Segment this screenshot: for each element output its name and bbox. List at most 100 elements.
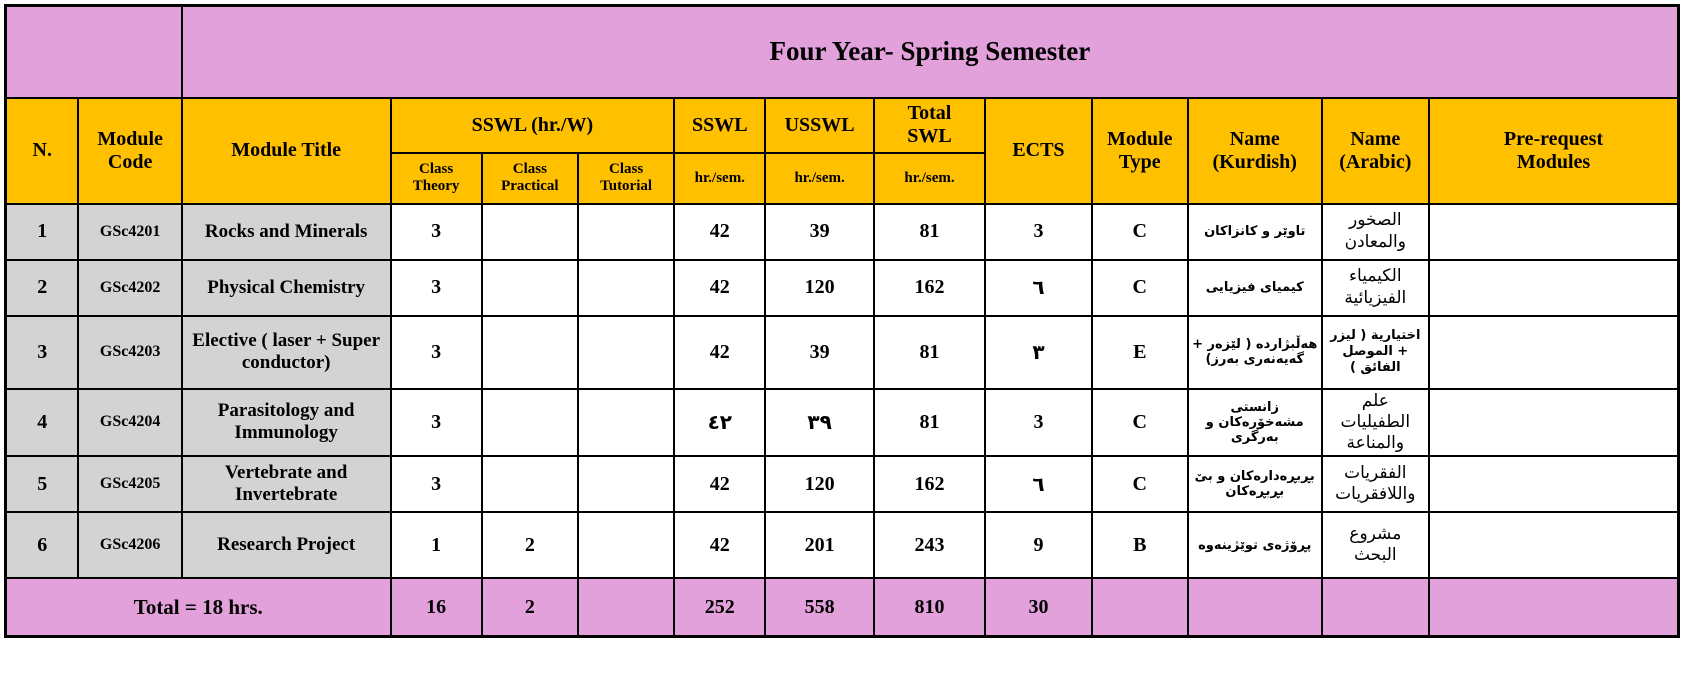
module-row-1: 1 GSc4201 Rocks and Minerals 3 42 39 81 … [4,202,1680,261]
banner-row: Four Year- Spring Semester [4,4,1680,99]
cell-module-title: Parasitology and Immunology [180,387,392,458]
col-header-module-code: Module Code [77,96,183,205]
cell-usswl: 120 [764,258,875,317]
cell-ects: 9 [984,511,1093,580]
cell-module-type: E [1090,314,1189,390]
semester-schedule-table: Four Year- Spring Semester N. Module Cod… [4,4,1680,638]
col-header-name-kurdish: Name (Kurdish) [1186,96,1323,205]
cell-class-tutorial [576,258,676,317]
cell-n: 4 [4,387,80,458]
cell-class-theory: 1 [389,511,483,580]
cell-module-title: Research Project [180,511,392,580]
cell-sswl: 42 [673,258,767,317]
total-swl-label: Total SWL [907,102,952,147]
cell-n: 3 [4,314,80,390]
cell-class-practical [480,455,579,514]
cell-sswl: 42 [673,511,767,580]
module-row-3: 3 GSc4203 Elective ( laser + Super condu… [4,314,1680,390]
cell-total-swl: 162 [872,455,987,514]
cell-sswl: 42 [673,202,767,261]
cell-usswl: ٣٩ [764,387,875,458]
cell-n: 6 [4,511,80,580]
col-header-usswl: USSWL [764,96,875,154]
total-total-swl: 810 [872,577,987,638]
cell-class-practical [480,202,579,261]
total-sswl: 252 [673,577,767,638]
col-header-total-swl-hr-sem: hr./sem. [872,151,987,205]
cell-class-tutorial [576,387,676,458]
cell-class-practical: 2 [480,511,579,580]
total-module-type [1090,577,1189,638]
cell-sswl: 42 [673,455,767,514]
cell-ects: 3 [984,387,1093,458]
cell-pre-request [1428,314,1680,390]
cell-pre-request [1428,511,1680,580]
cell-name-arabic: مشروع البحث [1320,511,1431,580]
col-header-usswl-hr-sem: hr./sem. [764,151,875,205]
cell-n: 2 [4,258,80,317]
cell-name-arabic: الفقريات واللافقريات [1320,455,1431,514]
col-header-module-type: Module Type [1090,96,1189,205]
cell-ects: ٦ [984,455,1093,514]
cell-class-tutorial [576,202,676,261]
cell-module-code: GSc4206 [77,511,183,580]
cell-n: 1 [4,202,80,261]
header-row-main: N. Module Code Module Title SSWL (hr./W)… [4,96,1680,205]
cell-name-kurdish: کیمیای فیزیایی [1186,258,1323,317]
cell-n: 5 [4,455,80,514]
col-header-pre-request: Pre-request Modules [1428,96,1680,205]
cell-class-tutorial [576,511,676,580]
cell-module-type: C [1090,258,1189,317]
cell-module-code: GSc4201 [77,202,183,261]
cell-pre-request [1428,387,1680,458]
cell-class-theory: 3 [389,314,483,390]
module-row-5: 5 GSc4205 Vertebrate and Invertebrate 3 … [4,455,1680,514]
total-usswl: 558 [764,577,875,638]
col-header-n: N. [4,96,80,205]
cell-usswl: 39 [764,314,875,390]
cell-name-kurdish: بڕبڕەدارەکان و بێ بڕبڕەکان [1186,455,1323,514]
total-ects: 30 [984,577,1093,638]
col-header-class-tutorial: Class Tutorial [576,151,676,205]
cell-module-type: C [1090,455,1189,514]
cell-module-title: Rocks and Minerals [180,202,392,261]
total-class-practical: 2 [480,577,579,638]
cell-total-swl: 81 [872,202,987,261]
cell-class-theory: 3 [389,387,483,458]
header-row-sub: Class Theory Class Practical Class Tutor… [6,151,1679,205]
cell-sswl: 42 [673,314,767,390]
cell-usswl: 39 [764,202,875,261]
total-name-kurdish [1186,577,1323,638]
cell-module-type: B [1090,511,1189,580]
cell-ects: 3 [984,202,1093,261]
cell-total-swl: 243 [872,511,987,580]
page: Four Year- Spring Semester N. Module Cod… [4,4,1680,638]
cell-module-type: C [1090,387,1189,458]
cell-class-theory: 3 [389,258,483,317]
col-header-total-swl: Total SWL [872,96,987,154]
total-name-arabic [1320,577,1431,638]
cell-module-title: Elective ( laser + Super conductor) [180,314,392,390]
cell-name-kurdish: تاوێر و کانزاکان [1186,202,1323,261]
cell-pre-request [1428,455,1680,514]
cell-pre-request [1428,202,1680,261]
cell-class-practical [480,314,579,390]
col-header-sswl-hr-sem: hr./sem. [673,151,767,205]
cell-class-practical [480,387,579,458]
cell-class-theory: 3 [389,202,483,261]
cell-ects: ٣ [984,314,1093,390]
semester-banner: Four Year- Spring Semester [180,4,1680,99]
col-header-sswl-group: SSWL (hr./W) [389,96,676,154]
cell-module-title: Vertebrate and Invertebrate [180,455,392,514]
pre-request-label: Pre-request Modules [1503,127,1604,173]
total-row: Total = 18 hrs. 16 2 252 558 810 30 [4,577,1680,638]
total-class-tutorial [576,577,676,638]
cell-class-practical [480,258,579,317]
cell-total-swl: 162 [872,258,987,317]
cell-name-kurdish: زانستی مشەخۆرەکان و بەرگری [1186,387,1323,458]
col-header-class-practical: Class Practical [480,151,579,205]
col-header-name-arabic: Name (Arabic) [1320,96,1431,205]
cell-module-code: GSc4204 [77,387,183,458]
cell-class-theory: 3 [389,455,483,514]
cell-total-swl: 81 [872,387,987,458]
